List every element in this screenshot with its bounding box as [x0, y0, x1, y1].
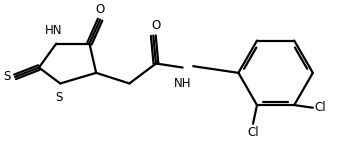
Text: S: S	[4, 70, 11, 83]
Text: S: S	[55, 91, 63, 104]
Text: Cl: Cl	[247, 126, 259, 139]
Text: NH: NH	[174, 77, 191, 90]
Text: Cl: Cl	[314, 101, 326, 114]
Text: HN: HN	[45, 24, 62, 37]
Text: O: O	[95, 3, 105, 16]
Text: O: O	[151, 19, 161, 32]
